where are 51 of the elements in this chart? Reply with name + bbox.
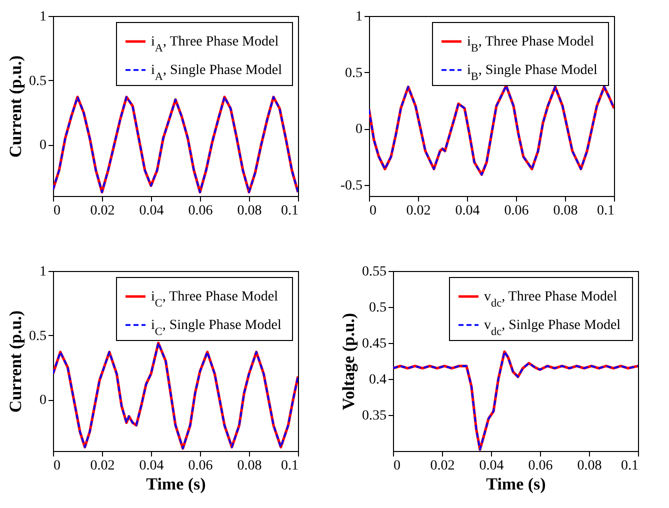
y-tick-label: 1: [40, 10, 46, 24]
x-tick-label: 0.06: [188, 458, 213, 474]
x-tick-label: 0.08: [577, 458, 602, 474]
y-tick-label: 0.5: [369, 300, 386, 316]
legend-label: i$_{C}$, Three Phase Model: [151, 290, 278, 310]
y-axis-title: Current (p.u.): [6, 55, 25, 158]
y-tick-label: 0.5: [29, 328, 46, 344]
x-tick-label: 0.06: [528, 458, 553, 474]
x-tick-label: 0.04: [479, 458, 504, 474]
x-tick-label: 0.1: [281, 458, 298, 474]
x-tick-label: 0.1: [281, 204, 298, 218]
y-tick-label: -0.5: [340, 178, 362, 194]
x-tick-label: 0.02: [430, 458, 455, 474]
y-tick-label: 0: [40, 138, 46, 154]
y-tick-label: 0.5: [29, 74, 46, 89]
x-tick-label: 0.06: [188, 204, 213, 218]
x-tick-label: 0.1: [621, 458, 638, 474]
x-tick-label: 0.04: [139, 458, 164, 474]
x-tick-label: 0: [54, 458, 60, 474]
legend-label: i$_{B}$, Single Phase Model: [467, 63, 598, 83]
y-tick-label: 0: [40, 393, 46, 408]
legend-label: i$_{C}$, Single Phase Model: [151, 318, 282, 338]
legend-label: i$_{A}$, Single Phase Model: [151, 63, 282, 83]
x-tick-label: 0.02: [90, 204, 115, 218]
y-tick-label: 1: [40, 264, 46, 280]
x-tick-label: 0.08: [553, 204, 578, 218]
x-tick-label: 0.02: [90, 458, 115, 474]
y-tick-label: 0.4: [369, 372, 386, 388]
legend-label: v$_{dc}$, Three Phase Model: [484, 290, 618, 310]
y-tick-label: 1: [356, 10, 362, 24]
legend-label: v$_{dc}$, Sinlge Phase Model: [484, 318, 621, 338]
x-axis-title: Time (s): [486, 474, 546, 494]
y-tick-label: 0.35: [362, 408, 386, 424]
legend-label: i$_{B}$, Three Phase Model: [467, 34, 594, 54]
x-tick-label: 0.08: [237, 458, 262, 474]
x-tick-label: 0.08: [237, 204, 262, 218]
x-axis-title: Time (s): [146, 474, 206, 494]
x-tick-label: 0: [54, 204, 60, 218]
y-axis-title: Current (p.u.): [6, 310, 25, 413]
x-tick-label: 0.1: [597, 204, 614, 218]
x-tick-label: 0.06: [504, 204, 529, 218]
x-tick-label: 0.02: [406, 204, 431, 218]
y-tick-label: 0: [356, 122, 362, 137]
x-tick-label: 0.04: [455, 204, 480, 218]
x-tick-label: 0.04: [139, 204, 164, 218]
y-tick-label: 0.5: [345, 66, 362, 81]
y-axis-title: Voltage (p.u.): [339, 312, 358, 410]
x-tick-label: 0: [394, 458, 400, 474]
y-tick-label: 0.45: [362, 336, 386, 352]
legend-label: i$_{A}$, Three Phase Model: [151, 34, 279, 54]
y-tick-label: 0.55: [362, 264, 386, 280]
